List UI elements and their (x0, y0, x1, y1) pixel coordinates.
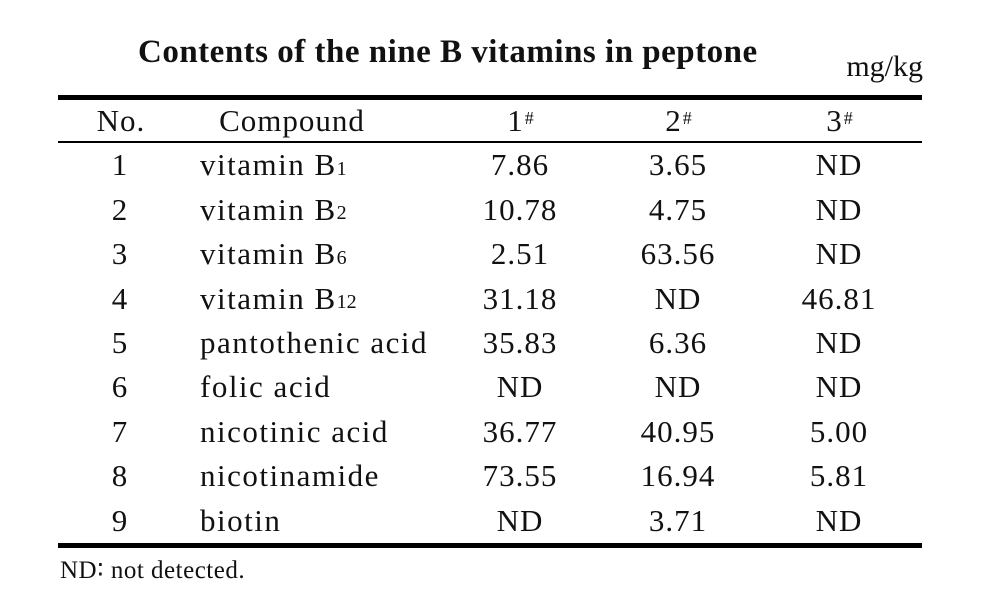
cell-value-3: 5.81 (809, 458, 869, 494)
compound-subscript: 1 (336, 157, 347, 180)
compound-name: vitamin B (200, 280, 337, 316)
cell-value-2: ND (654, 280, 702, 316)
compound-name: nicotinamide (200, 458, 380, 494)
cell-value-1: 35.83 (482, 324, 558, 360)
compound-name: folic acid (200, 369, 332, 405)
cell-value-1: 2.51 (490, 236, 550, 272)
header-sample-1-sup: # (524, 108, 534, 128)
header-no: No. (58, 100, 196, 143)
header-sample-2: 2 # (600, 100, 756, 143)
cell-value-3: ND (815, 369, 863, 405)
cell-compound: folic acid (196, 365, 440, 409)
compound-subscript: 2 (336, 202, 347, 225)
cell-value-2: 16.94 (640, 458, 716, 494)
cell-value-1: 31.18 (482, 280, 558, 316)
cell-value-3: ND (815, 191, 863, 227)
cell-value-3: 46.81 (801, 280, 877, 316)
cell-compound: nicotinic acid (196, 410, 440, 454)
cell-no: 4 (111, 280, 129, 316)
compound-name: vitamin B (200, 236, 337, 272)
cell-no: 7 (111, 413, 129, 449)
header-compound: Compound (196, 100, 440, 143)
cell-value-3: ND (815, 236, 863, 272)
cell-value-3: ND (815, 502, 863, 538)
compound-name: vitamin B (200, 147, 337, 183)
cell-compound: vitamin B 12 (196, 276, 440, 320)
cell-value-3: 5.00 (809, 413, 869, 449)
cell-no: 2 (111, 191, 129, 227)
cell-value-1: ND (496, 369, 544, 405)
cell-value-1: 10.78 (482, 191, 558, 227)
cell-value-2: 6.36 (648, 324, 708, 360)
cell-value-2: ND (654, 369, 702, 405)
header-sample-2-sup: # (682, 108, 692, 128)
cell-compound: pantothenic acid (196, 321, 440, 365)
cell-compound: nicotinamide (196, 454, 440, 498)
cell-value-2: 63.56 (640, 236, 716, 272)
footnote: ND∶ not detected. (60, 557, 246, 584)
cell-value-2: 4.75 (648, 191, 708, 227)
cell-value-1: 73.55 (482, 458, 558, 494)
cell-no: 9 (111, 502, 129, 538)
compound-subscript: 6 (336, 246, 347, 269)
cell-compound: biotin (196, 499, 440, 543)
cell-no: 5 (111, 324, 129, 360)
unit-label: mg/kg (846, 50, 923, 83)
header-sample-1: 1 # (440, 100, 600, 143)
compound-name: vitamin B (200, 191, 337, 227)
compound-name: nicotinic acid (200, 413, 389, 449)
cell-no: 3 (111, 236, 129, 272)
header-sample-3: 3 # (756, 100, 922, 143)
header-sample-3-sup: # (843, 108, 853, 128)
cell-no: 8 (111, 458, 129, 494)
cell-no: 1 (111, 147, 129, 183)
compound-name: biotin (200, 502, 282, 538)
cell-value-1: ND (496, 502, 544, 538)
header-sample-2-label: 2 (665, 102, 682, 138)
compound-subscript: 12 (336, 291, 357, 314)
header-sample-3-label: 3 (826, 102, 843, 138)
cell-value-2: 3.71 (648, 502, 708, 538)
cell-value-2: 3.65 (648, 147, 708, 183)
cell-no: 6 (111, 369, 129, 405)
compound-name: pantothenic acid (200, 324, 428, 360)
cell-value-1: 36.77 (482, 413, 558, 449)
table-title: Contents of the nine B vitamins in pepto… (138, 34, 758, 70)
cell-value-1: 7.86 (490, 147, 550, 183)
cell-value-3: ND (815, 324, 863, 360)
cell-value-3: ND (815, 147, 863, 183)
header-sample-1-label: 1 (507, 102, 524, 138)
cell-value-2: 40.95 (640, 413, 716, 449)
